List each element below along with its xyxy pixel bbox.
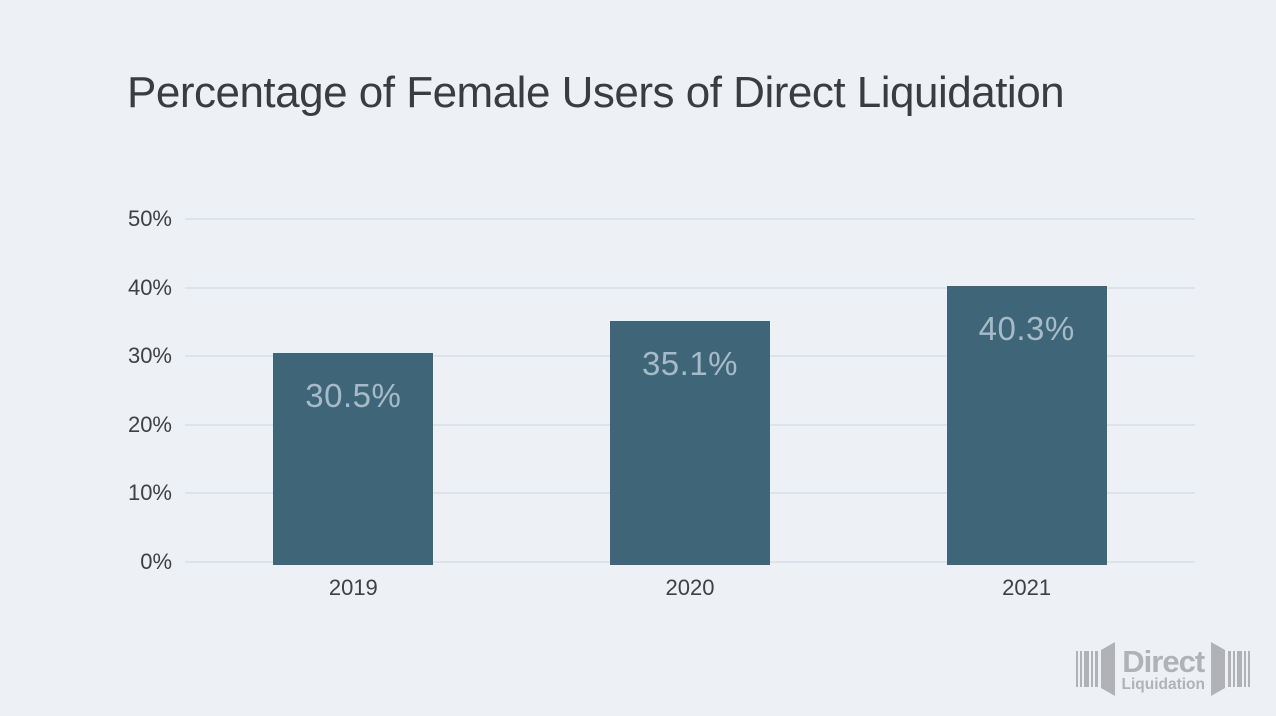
bar-2020: 35.1%	[610, 321, 770, 565]
y-axis-tick-label: 50%	[127, 206, 172, 231]
logo-text-liquidation: Liquidation	[1121, 675, 1205, 693]
logo-text-direct: Direct	[1122, 643, 1205, 679]
gridline-50%	[185, 218, 1195, 220]
y-axis-tick-label: 0%	[140, 549, 172, 574]
bar-value-label: 40.3%	[978, 309, 1075, 347]
barcode-left-icon	[1076, 651, 1099, 687]
y-axis-tick-label: 20%	[127, 411, 172, 437]
door-left-icon	[1101, 642, 1116, 696]
y-axis-tick-label: 30%	[127, 343, 172, 369]
gridline-40%	[185, 286, 1195, 289]
x-axis-tick-label: 2021	[1002, 575, 1052, 600]
logo-text: Direct Liquidation	[1121, 646, 1205, 693]
y-axis-tick-label: 40%	[127, 274, 172, 300]
x-axis-tick-label: 2020	[665, 575, 715, 600]
bar-2019: 30.5%	[273, 352, 434, 565]
y-axis-tick-label: 10%	[127, 480, 172, 506]
chart-title: Percentage of Female Users of Direct Liq…	[127, 68, 1065, 117]
bar-2021: 40.3%	[946, 285, 1107, 565]
x-axis-tick-label: 2019	[328, 575, 378, 600]
barcode-right-icon	[1228, 651, 1250, 687]
door-right-icon	[1211, 642, 1225, 696]
direct-liquidation-logo: Direct Liquidation	[1076, 642, 1250, 696]
bar-value-label: 30.5%	[305, 376, 402, 414]
bar-value-label: 35.1%	[641, 345, 739, 383]
